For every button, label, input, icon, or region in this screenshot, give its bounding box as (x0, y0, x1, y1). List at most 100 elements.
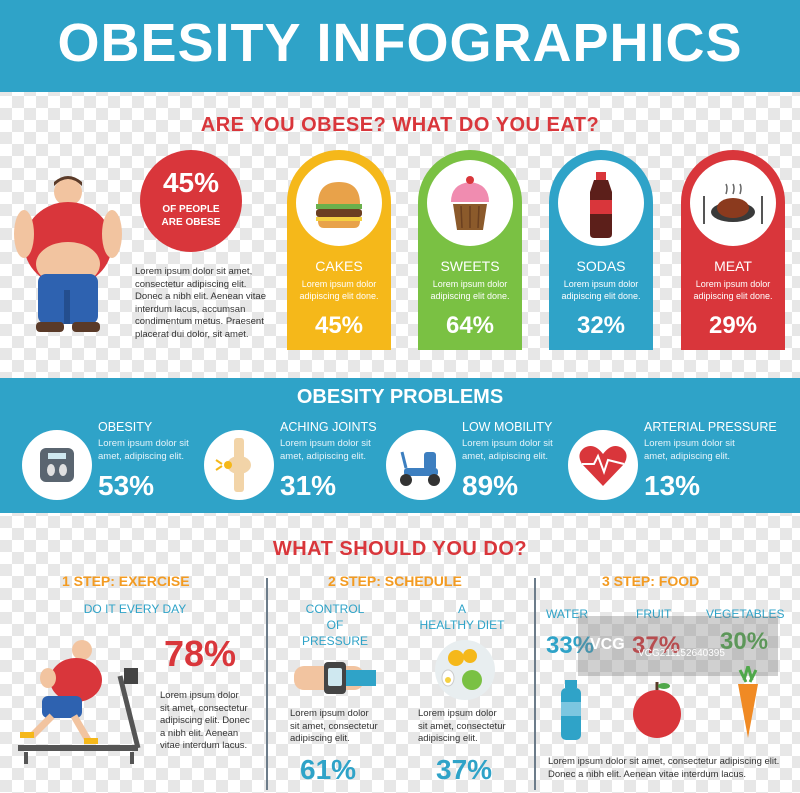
cupcake-icon (451, 176, 489, 230)
intro-line: Lorem ipsum dolor sit amet, (135, 266, 253, 277)
step2-left-text-line: Lorem ipsum dolor (290, 708, 369, 719)
vegetables-label: VEGETABLES (706, 607, 785, 621)
step2-left-sub-line: OF (326, 618, 344, 632)
problem-desc-line: amet, adipiscing elit. (280, 450, 367, 462)
step3-title: 3 STEP: FOOD (602, 573, 700, 589)
problem-desc: Lorem ipsum dolor sit amet, adipiscing e… (280, 438, 371, 463)
water-bottle-icon (561, 680, 581, 740)
problem-desc-line: Lorem ipsum dolor sit (98, 438, 189, 449)
problem-icon-disc (22, 430, 92, 500)
problem-desc: Lorem ipsum dolor sit amet, adipiscing e… (644, 438, 735, 463)
problem-desc: Lorem ipsum dolor sit amet, adipiscing e… (462, 438, 553, 463)
mobility-scooter-icon (400, 451, 440, 486)
food-pct: 45% (314, 312, 364, 339)
heart-pulse-icon (579, 446, 627, 486)
food-card-meat: MEAT Lorem ipsum dolor adipiscing elit d… (681, 150, 785, 350)
intro-line: placerat dui dolor, sit amet. (135, 328, 249, 340)
water-pct: 33% (546, 632, 595, 659)
food-label: CAKES (315, 258, 363, 274)
step1-text-line: adipiscing elit. Donec (160, 715, 250, 726)
obesity-stat-line2: ARE OBESE (161, 217, 221, 228)
problem-desc: Lorem ipsum dolor sit amet, adipiscing e… (98, 438, 189, 463)
section-title-what-to-do: WHAT SHOULD YOU DO? (272, 538, 528, 560)
problem-pct: 89% (462, 470, 519, 501)
problems-title: OBESITY PROBLEMS (296, 386, 504, 408)
problem-name: ARTERIAL PRESSURE (644, 420, 777, 434)
step2-right-sub-line: A (457, 602, 466, 616)
step2-right-text-line: adipiscing elit. (418, 733, 478, 744)
obesity-stat-value: 45% (162, 167, 220, 198)
food-card-cakes: CAKES Lorem ipsum dolor adipiscing elit … (287, 150, 391, 350)
header-banner: OBESITY INFOGRAPHICS (0, 0, 800, 92)
burger-icon (316, 182, 362, 228)
problem-icon-disc (568, 430, 638, 500)
food-icon-disc (690, 160, 776, 246)
watermark-brand: VCG (590, 636, 625, 653)
step2-left-sub-line: PRESSURE (301, 634, 369, 648)
food-desc: Lorem ipsum dolor adipiscing elit done. (299, 279, 379, 301)
food-desc: Lorem ipsum dolor adipiscing elit done. (561, 279, 641, 301)
step2-right-pct: 37% (436, 754, 493, 785)
fruit-label: FRUIT (636, 607, 672, 621)
step1-text-line: a nibh elit. Aenean (160, 727, 239, 739)
column-divider (534, 578, 536, 790)
column-divider (266, 578, 268, 790)
problem-desc-line: amet, adipiscing elit. (98, 450, 185, 462)
watch-hand-icon (294, 662, 376, 694)
fruit-pct: 37% (632, 632, 681, 659)
problem-name: ACHING JOINTS (280, 420, 377, 434)
step2-left-text: Lorem ipsum dolor sit amet, consectetur … (290, 708, 400, 746)
section-title-obese-eat: ARE YOU OBESE? WHAT DO YOU EAT? (200, 114, 600, 136)
problem-icon-disc (386, 430, 456, 500)
food-icon-disc (296, 160, 382, 246)
intro-line: consectetur adipiscing elit. (135, 278, 247, 290)
food-pct: 32% (576, 312, 626, 339)
step2-left-text-line: adipiscing elit. (290, 733, 350, 744)
meat-plate-icon (703, 183, 763, 224)
step1-text-line: Lorem ipsum dolor (160, 690, 239, 701)
problem-desc-line: amet, adipiscing elit. (644, 450, 731, 462)
watermark-code: VCG211152640395 (638, 648, 725, 659)
carrot-icon (738, 666, 758, 738)
obesity-stat-line1: OF PEOPLE (162, 204, 220, 215)
problem-icon-disc (204, 430, 274, 500)
step1-text-line: sit amet, consectetur (160, 702, 248, 714)
obesity-stat-circle: 45% OF PEOPLE ARE OBESE (140, 150, 242, 252)
water-label: WATER (546, 607, 588, 621)
food-icon-disc (427, 160, 513, 246)
apple-icon (633, 682, 681, 738)
intro-text: Lorem ipsum dolor sit amet, consectetur … (135, 266, 275, 341)
step3-text-line: Donec a nibh elit. Aenean vitae interdum… (548, 768, 747, 780)
treadmill-runner-illustration (18, 640, 141, 764)
food-label: SWEETS (440, 258, 500, 274)
food-desc: Lorem ipsum dolor adipiscing elit done. (693, 279, 773, 301)
problem-desc-line: amet, adipiscing elit. (462, 450, 549, 462)
problem-desc-line: Lorem ipsum dolor sit (462, 438, 553, 449)
scale-icon (40, 448, 74, 482)
food-pct: 64% (445, 312, 495, 339)
problem-name: OBESITY (98, 420, 153, 434)
intro-line: interdum lacus, accumsan (135, 303, 246, 315)
problem-name: LOW MOBILITY (462, 420, 553, 434)
step2-left-sub-line: CONTROL (305, 602, 365, 616)
step2-right-sub: A HEALTHY DIET (412, 601, 512, 633)
soda-bottle-icon (590, 172, 612, 238)
problem-pct: 31% (280, 470, 337, 501)
problem-desc-line: Lorem ipsum dolor sit (644, 438, 735, 449)
step2-right-text-line: Lorem ipsum dolor (418, 708, 497, 719)
step1-sub: DO IT EVERY DAY (83, 602, 187, 616)
watermark-overlay: VCG VCG211152640395 (578, 616, 778, 676)
obese-man-illustration (14, 176, 122, 332)
step2-right-text: Lorem ipsum dolor sit amet, consectetur … (418, 708, 528, 746)
step2-left-text-line: sit amet, consectetur (290, 720, 378, 732)
step2-left-sub: CONTROL OF PRESSURE (290, 601, 380, 649)
step1-pct: 78% (164, 633, 237, 674)
step3-text-line: Lorem ipsum dolor sit amet, consectetur … (548, 756, 780, 767)
step1-text-line: vitae interdum lacus. (160, 740, 248, 751)
page-title: OBESITY INFOGRAPHICS (57, 13, 743, 73)
problem-pct: 13% (644, 470, 701, 501)
food-desc: Lorem ipsum dolor adipiscing elit done. (430, 279, 510, 301)
step1-title: 1 STEP: EXERCISE (62, 573, 190, 589)
obesity-problems-band: OBESITY PROBLEMS OBESITY Lorem ipsum dol… (0, 378, 800, 513)
food-label: SODAS (576, 258, 626, 274)
